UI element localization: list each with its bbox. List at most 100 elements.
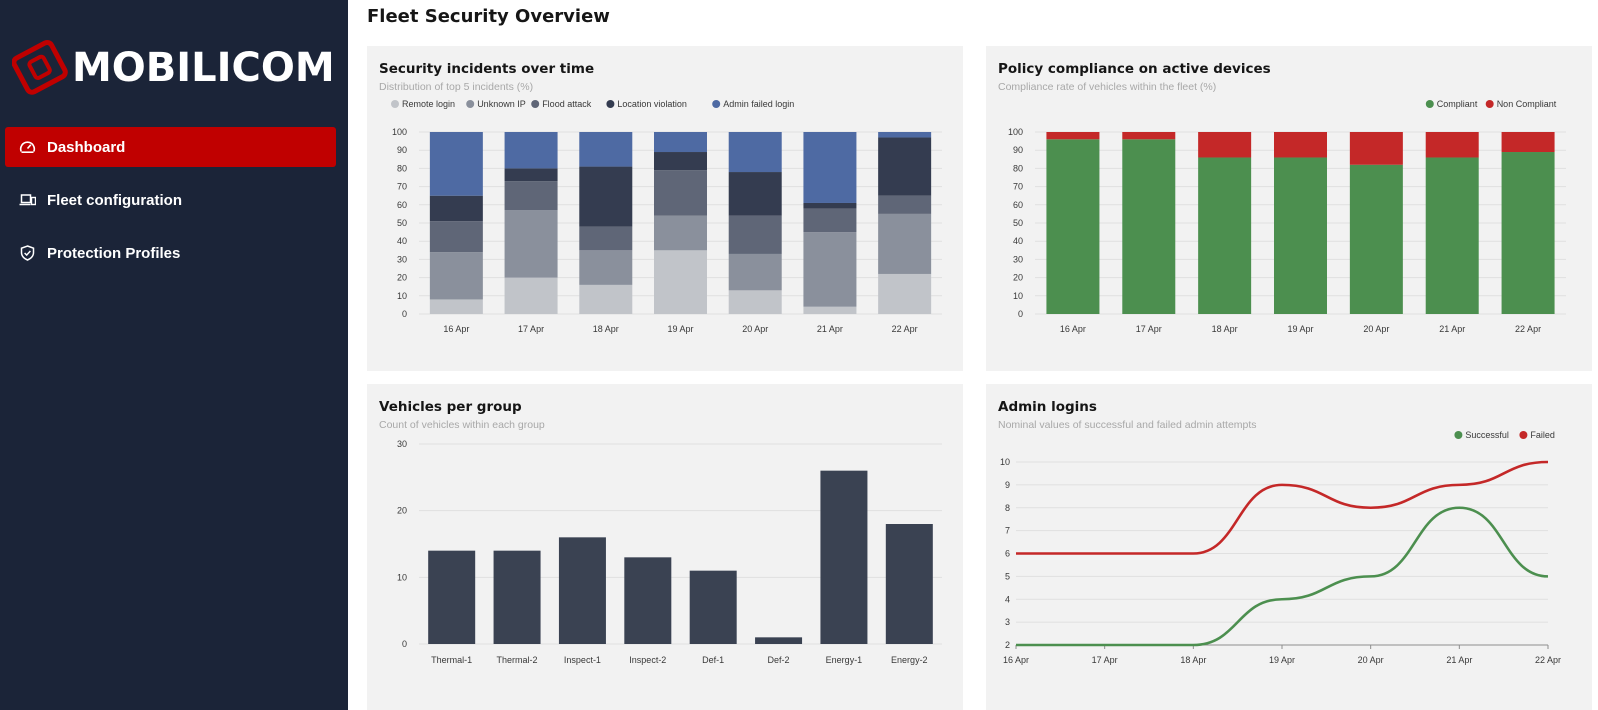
bar-segment — [803, 208, 857, 233]
series-line — [1016, 506, 1549, 647]
legend-marker — [1454, 431, 1463, 439]
y-tick-label: 8 — [1005, 503, 1010, 513]
y-tick-label: 70 — [397, 182, 407, 192]
y-tick-label: 40 — [397, 236, 407, 246]
y-tick-label: 6 — [1005, 549, 1010, 559]
bar — [820, 470, 868, 644]
bar-segment — [504, 168, 558, 182]
x-tick-label: Energy-1 — [826, 655, 863, 665]
bar-segment — [579, 166, 633, 227]
bar-segment — [429, 195, 483, 222]
bar — [493, 550, 541, 644]
bar-segment — [429, 221, 483, 253]
x-tick-label: Def-2 — [768, 655, 790, 665]
x-tick-label: 19 Apr — [667, 324, 693, 334]
bar — [624, 557, 672, 644]
bar-segment — [579, 226, 633, 251]
y-tick-label: 30 — [397, 254, 407, 264]
y-tick-label: 2 — [1005, 640, 1010, 650]
bar-segment — [429, 252, 483, 300]
bar-segment — [728, 290, 782, 314]
bar — [755, 637, 803, 644]
compliance-chart: 0 10 20 30 40 50 60 70 80 90 100 16 Apr 17 Apr 18 Apr… — [1008, 99, 1566, 334]
x-tick-label: Inspect-1 — [564, 655, 601, 665]
sidebar-item-label: Fleet configuration — [47, 191, 182, 209]
x-tick-label: 17 Apr — [518, 324, 544, 334]
y-tick-label: 90 — [1013, 145, 1023, 155]
card-title: Policy compliance on active devices — [998, 61, 1271, 77]
y-tick-label: 9 — [1005, 480, 1010, 490]
y-tick-label: 7 — [1005, 526, 1010, 536]
y-tick-label: 30 — [397, 439, 407, 449]
x-tick-label: 16 Apr — [1060, 324, 1086, 334]
bar-segment — [878, 137, 932, 196]
bar-segment — [1274, 132, 1327, 158]
mobilicom-logo-icon — [12, 39, 68, 95]
legend-label: Successful — [1465, 430, 1509, 440]
y-tick-label: 70 — [1013, 182, 1023, 192]
sidebar-item-dashboard[interactable]: Dashboard — [5, 127, 336, 167]
bar-segment — [1198, 157, 1252, 314]
legend-marker — [1485, 100, 1494, 108]
bar-segment — [728, 132, 782, 173]
vehicles-card: 0 10 20 30 Thermal-1 Thermal-2 Inspect-1 Inspec… — [367, 384, 963, 710]
x-tick-label: 20 Apr — [1358, 655, 1384, 665]
bar-segment — [1501, 132, 1555, 153]
card-subtitle: Compliance rate of vehicles within the f… — [998, 81, 1217, 93]
y-tick-label: 0 — [402, 639, 407, 649]
legend-label: Flood attack — [542, 99, 592, 109]
y-tick-label: 40 — [1013, 236, 1023, 246]
bar-segment — [1349, 132, 1403, 165]
bar-segment — [429, 132, 483, 196]
legend-marker — [1425, 100, 1434, 108]
x-tick-label: 21 Apr — [1446, 655, 1472, 665]
y-tick-label: 100 — [392, 127, 407, 137]
y-tick-label: 80 — [1013, 163, 1023, 173]
bar-segment — [1122, 132, 1176, 140]
bar-segment — [878, 273, 932, 314]
bar-segment — [728, 253, 782, 291]
sidebar-item-label: Protection Profiles — [47, 244, 181, 262]
x-tick-label: 18 Apr — [1180, 655, 1206, 665]
x-tick-label: 17 Apr — [1136, 324, 1162, 334]
x-tick-label: 22 Apr — [1515, 324, 1541, 334]
brand-logo[interactable]: MOBILICOM — [12, 34, 335, 98]
y-tick-label: 20 — [1013, 273, 1023, 283]
legend-marker — [391, 100, 399, 108]
bar-segment — [504, 132, 558, 169]
bar-segment — [878, 195, 932, 214]
shield-check-icon — [20, 245, 35, 261]
legend-marker — [712, 100, 721, 108]
bar-segment — [579, 250, 633, 285]
bar-segment — [504, 181, 558, 211]
x-tick-label: 19 Apr — [1287, 324, 1313, 334]
y-tick-label: 10 — [1000, 457, 1010, 467]
main-content: Fleet Security Overview 0 10 20 30 40 50 60 70 8… — [348, 0, 1598, 710]
x-tick-label: 22 Apr — [892, 324, 918, 334]
x-tick-label: 16 Apr — [443, 324, 469, 334]
bar-segment — [579, 132, 633, 167]
card-title: Security incidents over time — [379, 61, 595, 77]
y-tick-label: 30 — [1013, 254, 1023, 264]
bar-segment — [654, 250, 707, 314]
devices-icon — [19, 194, 36, 206]
bar-segment — [654, 152, 707, 171]
bar-segment — [803, 306, 857, 314]
sidebar-item-fleet-configuration[interactable]: Fleet configuration — [5, 180, 336, 220]
x-tick-label: 20 Apr — [742, 324, 768, 334]
bar-segment — [728, 172, 782, 216]
sidebar-item-protection-profiles[interactable]: Protection Profiles — [5, 233, 336, 273]
incidents-card: 0 10 20 30 40 50 60 70 80 90 100 16 Apr 17 Apr 18 Apr… — [367, 46, 963, 371]
x-tick-label: 18 Apr — [1212, 324, 1238, 334]
y-tick-label: 5 — [1005, 571, 1010, 581]
x-tick-label: 18 Apr — [593, 324, 619, 334]
y-tick-label: 80 — [397, 163, 407, 173]
bar — [558, 537, 606, 644]
x-tick-label: 19 Apr — [1269, 655, 1295, 665]
bar-segment — [878, 213, 932, 274]
x-tick-label: 20 Apr — [1363, 324, 1389, 334]
bar-segment — [654, 170, 707, 216]
y-tick-label: 20 — [397, 506, 407, 516]
logins-chart: 2 3 4 5 6 7 8 9 10 16 Apr 17 Apr 18 Apr 19 Apr 20 Apr… — [1000, 430, 1561, 665]
y-tick-label: 3 — [1005, 617, 1010, 627]
